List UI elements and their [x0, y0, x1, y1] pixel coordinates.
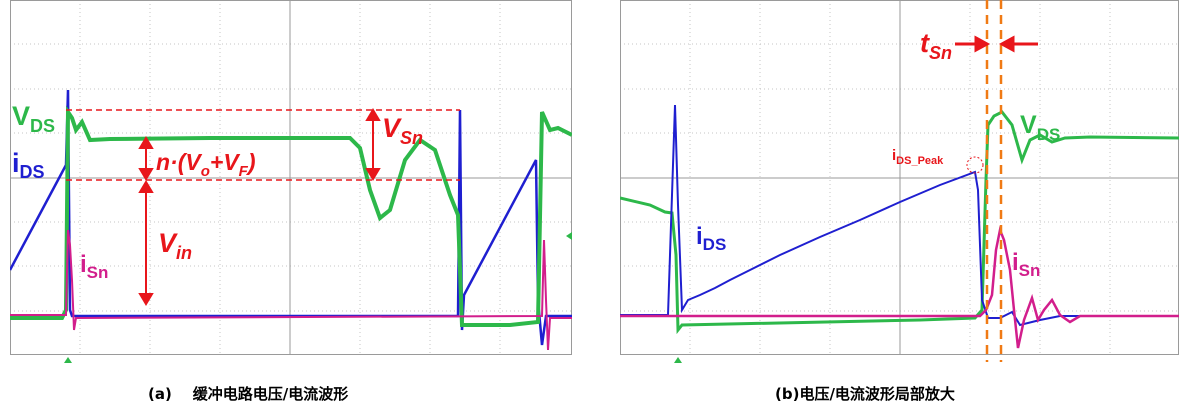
formula-label-a: n·(Vo+VF)	[156, 149, 256, 180]
isn-trace-b	[620, 225, 1179, 349]
tsn-label-b: tSn	[920, 28, 952, 63]
ids-label-a: iDS	[12, 148, 45, 182]
scope-b-svg: tSn VDS iDS iSn iDS_Peak	[620, 0, 1179, 363]
peak-marker	[966, 156, 984, 174]
ids-trace-b	[620, 104, 1179, 327]
scope-a-svg: VDS iDS iSn VSn Vin n·(Vo+VF)	[10, 0, 572, 363]
isn-trace-a	[10, 229, 572, 351]
peak-label-b: iDS_Peak	[892, 147, 944, 167]
vsn-label-a: VSn	[382, 113, 423, 148]
level-marker-a	[566, 232, 572, 240]
annotation-lines-a	[66, 109, 460, 181]
trigger-marker-b	[674, 357, 682, 363]
annotation-arrows-a	[138, 108, 381, 306]
scope-panel-b: tSn VDS iDS iSn iDS_Peak	[620, 0, 1179, 365]
vds-label-a: VDS	[12, 101, 55, 136]
caption-a: (a) 缓冲电路电压/电流波形	[148, 385, 349, 403]
scope-panel-a: VDS iDS iSn VSn Vin n·(Vo+VF)	[10, 0, 572, 365]
caption-b: (b)电压/电流波形局部放大	[775, 385, 955, 403]
trigger-marker-a	[64, 357, 72, 363]
tsn-marker-lines	[985, 0, 1003, 362]
vin-label-a: Vin	[158, 228, 192, 263]
vds-trace-a	[10, 105, 572, 327]
ids-label-b: iDS	[696, 223, 726, 254]
isn-label-a: iSn	[80, 251, 108, 282]
tsn-arrows	[955, 35, 1038, 53]
vds-label-b: VDS	[1020, 111, 1060, 144]
ids-trace-a	[10, 89, 572, 346]
isn-label-b: iSn	[1012, 249, 1040, 280]
